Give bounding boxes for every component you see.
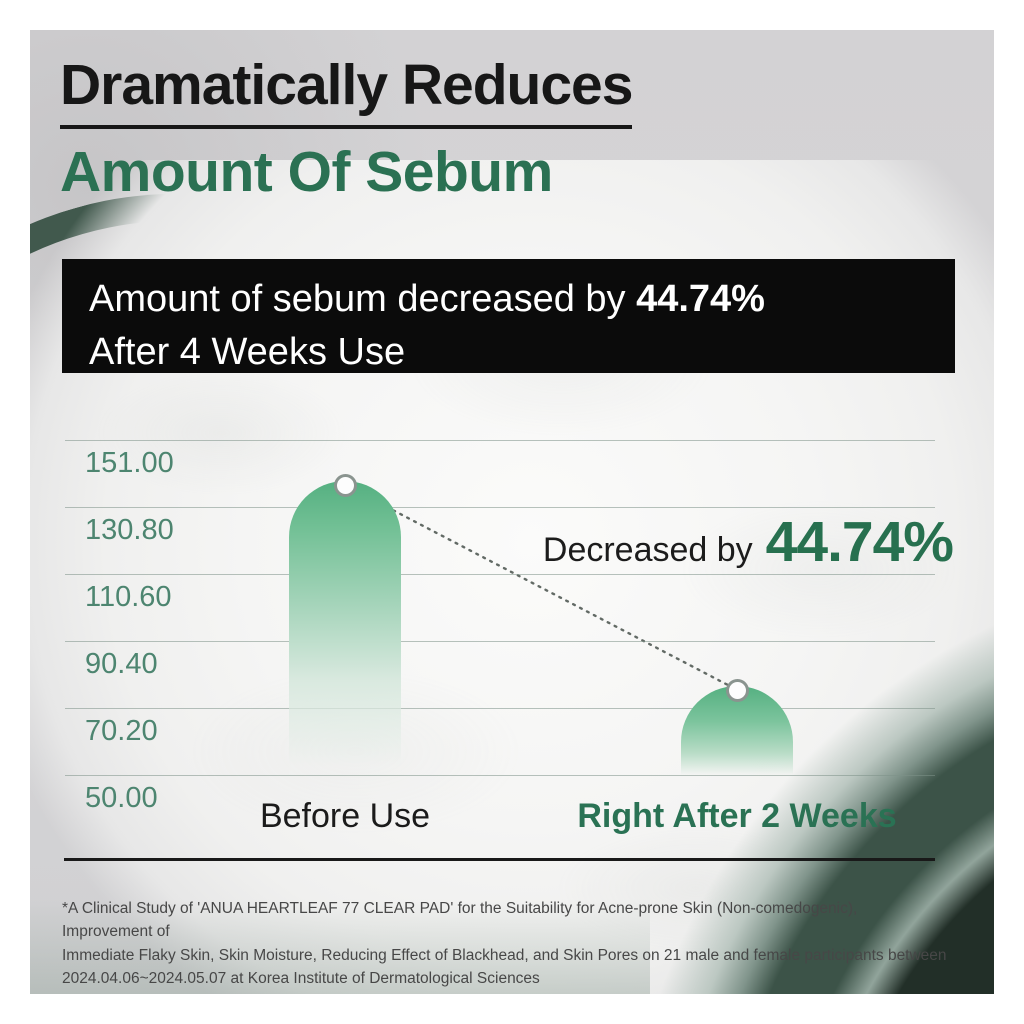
footnote-line: *A Clinical Study of 'ANUA HEARTLEAF 77 … [62, 900, 858, 941]
y-axis-tick-label: 70.20 [85, 715, 158, 747]
gridline [65, 574, 935, 575]
sebum-bar [289, 481, 401, 775]
data-point-marker [333, 474, 357, 498]
data-point-marker [725, 678, 749, 702]
headline-line1: Dramatically Reduces [60, 55, 633, 129]
decrease-annotation: Decreased by 44.74% [542, 509, 954, 575]
gridline [65, 440, 935, 441]
bottom-divider [64, 858, 935, 861]
y-axis-tick-label: 151.00 [85, 447, 174, 479]
stat-banner-line1-text: Amount of sebum decreased by [89, 278, 637, 320]
x-axis-label: Before Use [259, 797, 431, 835]
gridline [65, 775, 935, 776]
headline-line2: Amount Of Sebum [60, 139, 553, 204]
x-axis-label: Right After 2 Weeks [577, 797, 897, 835]
stat-banner-line1: Amount of sebum decreased by 44.74% [89, 273, 955, 326]
gridline [65, 507, 935, 508]
decrease-annotation-label: Decreased by [542, 531, 753, 569]
y-axis-tick-label: 110.60 [85, 581, 172, 613]
stat-banner-percentage: 44.74% [636, 278, 765, 320]
y-axis-tick-label: 130.80 [85, 514, 174, 546]
bottom-left-shadow [30, 899, 650, 994]
headline: Dramatically Reduces Amount Of Sebum [60, 55, 633, 204]
y-axis-tick-label: 90.40 [85, 648, 158, 680]
sebum-bar-chart: Decreased by 44.74% 151.00 130.80 110.60 90… [65, 425, 954, 835]
gridline [65, 641, 935, 642]
stat-banner: Amount of sebum decreased by 44.74% Afte… [62, 259, 955, 373]
decrease-annotation-value: 44.74% [765, 510, 954, 574]
footnote-line: 2024.04.06~2024.05.07 at Korea Institute… [62, 969, 540, 987]
y-axis-tick-label: 50.00 [85, 782, 158, 814]
footnote-line: Immediate Flaky Skin, Skin Moisture, Red… [62, 946, 947, 964]
stat-banner-line2: After 4 Weeks Use [89, 331, 406, 374]
gridline [65, 708, 935, 709]
clinical-study-footnote: *A Clinical Study of 'ANUA HEARTLEAF 77 … [62, 897, 952, 990]
trend-connector-line [343, 483, 739, 691]
